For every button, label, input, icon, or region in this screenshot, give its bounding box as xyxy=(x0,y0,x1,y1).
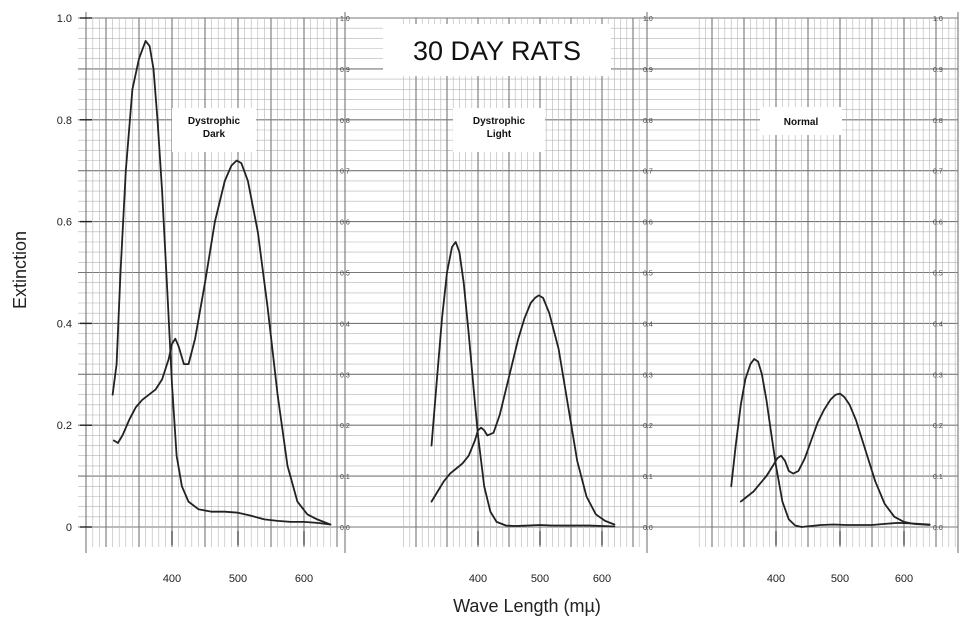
labels: 0 0.2 0.4 0.6 0.8 1.0 0.0 0.1 0.2 0.3 0.4 0.5 0.6 0.7… xyxy=(57,13,943,585)
x-tick-label: 600 xyxy=(593,573,611,585)
panel-scale-label: 0.8 xyxy=(340,118,350,125)
panel-scale-label: 0.9 xyxy=(933,67,943,74)
panel-scale-label: 0.4 xyxy=(643,321,653,328)
panel-2-series-2-line xyxy=(430,294,616,526)
panel-3-series-1-line xyxy=(730,358,931,528)
panel-scale-label: 0.6 xyxy=(340,220,350,227)
panel-3-series-2-line xyxy=(739,392,931,526)
panel-scale-label: 0.1 xyxy=(340,474,350,481)
panel-scale-label: 0.5 xyxy=(340,271,350,278)
panel-scale-label: 0.1 xyxy=(933,474,943,481)
x-tick-label: 600 xyxy=(895,573,913,585)
y-tick-label: 0.8 xyxy=(57,115,72,127)
y-tick-label: 0.2 xyxy=(57,420,72,432)
curves xyxy=(111,40,931,528)
panel-scale-label: 0.4 xyxy=(933,321,943,328)
x-tick-label: 400 xyxy=(469,573,487,585)
panel-scale-label: 0.2 xyxy=(643,423,653,430)
title-box xyxy=(383,24,611,76)
panel-label: Dystrophic xyxy=(188,116,241,127)
panel-scale-label: 0.4 xyxy=(340,321,350,328)
x-tick-label: 500 xyxy=(229,573,247,585)
y-tick-label: 1.0 xyxy=(57,13,72,25)
panel-scale-label: 0.0 xyxy=(643,525,653,532)
panel-scale-label: 0.5 xyxy=(933,271,943,278)
grid xyxy=(78,12,959,553)
panel-scale-label: 1.0 xyxy=(643,16,653,23)
panel-2-series-1-line xyxy=(430,241,616,528)
x-tick-label: 500 xyxy=(831,573,849,585)
panel-label-box xyxy=(453,108,545,152)
panel-scale-label: 0.3 xyxy=(643,372,653,379)
panel-scale-label: 0.3 xyxy=(933,372,943,379)
panel-scale-label: 0.0 xyxy=(933,525,943,532)
x-tick-label: 400 xyxy=(163,573,181,585)
panel-scale-label: 0.2 xyxy=(933,423,943,430)
y-tick-label: 0.6 xyxy=(57,217,72,229)
panel-scale-label: 0.5 xyxy=(643,271,653,278)
panel-scale-label: 0.7 xyxy=(643,169,653,176)
x-axis-title: Wave Length (mµ) xyxy=(453,596,601,616)
panel-scale-label: 0.7 xyxy=(340,169,350,176)
panel-scale-label: 0.1 xyxy=(643,474,653,481)
panel-label: Dark xyxy=(203,129,226,140)
panel-scale-label: 0.6 xyxy=(643,220,653,227)
panel-scale-label: 0.2 xyxy=(340,423,350,430)
panel-scale-label: 0.3 xyxy=(340,372,350,379)
panel-label-box xyxy=(760,107,842,135)
y-tick-label: 0 xyxy=(66,522,72,534)
y-tick-label: 0.4 xyxy=(57,318,72,330)
panel-label-box xyxy=(172,108,256,152)
panel-1-series-1-line xyxy=(111,40,332,526)
panel-scale-label: 0.8 xyxy=(933,118,943,125)
panel-scale-label: 0.8 xyxy=(643,118,653,125)
panel-scale-label: 0.9 xyxy=(340,67,350,74)
panel-scale-label: 1.0 xyxy=(933,16,943,23)
panel-scale-label: 0.0 xyxy=(340,525,350,532)
x-tick-label: 400 xyxy=(767,573,785,585)
panel-label: Normal xyxy=(784,117,819,128)
panel-1-series-2-line xyxy=(113,159,332,526)
panel-scale-label: 0.9 xyxy=(643,67,653,74)
chart-title: 30 DAY RATS xyxy=(413,36,581,66)
y-axis-title: Extinction xyxy=(10,231,30,309)
panel-scale-label: 1.0 xyxy=(340,16,350,23)
x-tick-label: 600 xyxy=(295,573,313,585)
panel-label: Dystrophic xyxy=(473,116,526,127)
panel-scale-label: 0.6 xyxy=(933,220,943,227)
x-tick-label: 500 xyxy=(531,573,549,585)
panel-label: Light xyxy=(487,129,512,140)
panel-scale-label: 0.7 xyxy=(933,169,943,176)
